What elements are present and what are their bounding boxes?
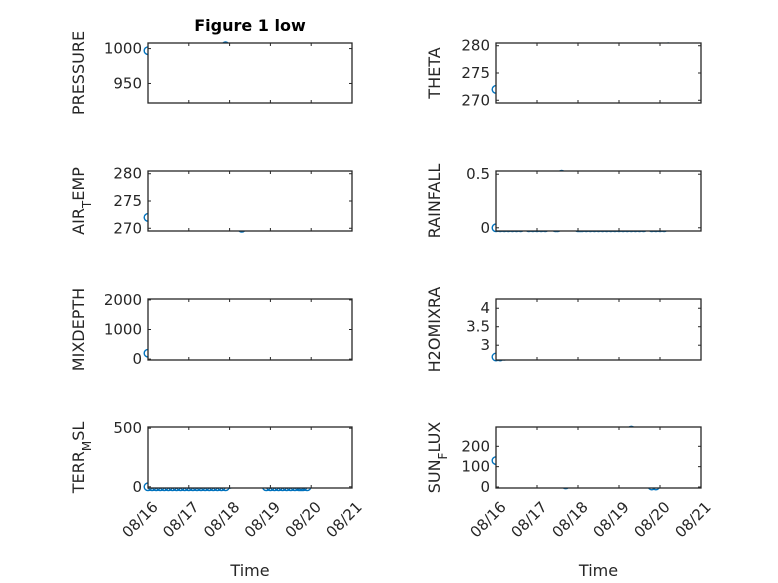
- subplot-rainfall: 0 0.5 RAINFALL: [425, 164, 702, 239]
- axes-box: [495, 298, 702, 361]
- y-axis-label: PRESSURE: [69, 31, 88, 115]
- y-axis-label: AIRTEMP: [69, 167, 94, 235]
- y-tick-label: 1000: [104, 40, 142, 58]
- subplot-mixdepth: 0 1000 2000 MIXDEPTH: [69, 288, 353, 371]
- y-tick-label: 0.5: [466, 165, 490, 183]
- figure-title: Figure 1 low: [194, 16, 306, 35]
- axes-box: [147, 298, 353, 361]
- y-tick-label: 950: [113, 74, 142, 92]
- subplot-sun-flux: 08/1608/1708/1808/1908/2008/210100200SUN…: [425, 422, 715, 580]
- y-tick-label: 270: [113, 219, 142, 237]
- y-tick-label: 0: [132, 350, 142, 368]
- subplot-h2omixra: 33.54 H2OMIXRA: [425, 287, 702, 373]
- y-tick-label: 500: [113, 419, 142, 437]
- subplot-terr-msl: 08/1608/1708/1808/1908/2008/210500TERRMS…: [69, 419, 366, 580]
- y-tick-label: 275: [113, 192, 142, 210]
- y-tick-label: 0: [480, 478, 490, 496]
- subplot-theta: 270 275 280 THETA: [425, 37, 702, 109]
- y-axis-label: THETA: [425, 47, 444, 99]
- y-tick-label: 3: [480, 336, 490, 354]
- y-axis-label: RAINFALL: [425, 164, 444, 239]
- y-tick-label: 1000: [104, 321, 142, 339]
- y-axis-label: MIXDEPTH: [69, 288, 88, 371]
- y-tick-label: 270: [461, 91, 490, 109]
- y-tick-label: 280: [461, 37, 490, 55]
- axes-box: [495, 426, 702, 489]
- y-axis-label: TERRMSL: [69, 422, 94, 495]
- axes-box: [147, 170, 353, 232]
- y-tick-label: 280: [113, 165, 142, 183]
- y-tick-label: 3.5: [466, 318, 490, 336]
- axes-box: [147, 426, 353, 489]
- subplot-air-temp: 270 275 280 AIRTEMP: [69, 165, 353, 237]
- y-tick-label: 4: [480, 299, 490, 317]
- y-axis-label: SUNFLUX: [425, 422, 450, 494]
- y-tick-label: 0: [132, 478, 142, 496]
- y-tick-label: 2000: [104, 291, 142, 309]
- y-tick-label: 200: [461, 437, 490, 455]
- y-tick-label: 100: [461, 458, 490, 476]
- axes-box: [495, 42, 702, 104]
- x-axis-label: Time: [578, 561, 618, 580]
- subplot-pressure: 950 1000 PRESSURE: [69, 31, 353, 115]
- axes-box: [495, 170, 702, 232]
- x-axis-label: Time: [229, 561, 269, 580]
- y-tick-label: 0: [480, 219, 490, 237]
- axes-box: [147, 42, 353, 104]
- y-axis-label: H2OMIXRA: [425, 287, 444, 373]
- y-tick-label: 275: [461, 64, 490, 82]
